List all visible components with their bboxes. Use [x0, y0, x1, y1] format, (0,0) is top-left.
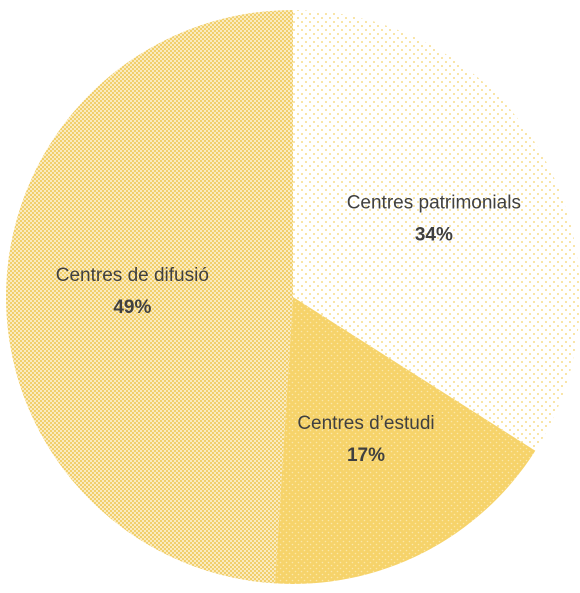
- slice-value: 49%: [113, 297, 151, 318]
- slice-label: Centres de difusió: [56, 265, 209, 286]
- slice-value: 34%: [415, 225, 453, 246]
- pie-slice: [6, 10, 293, 584]
- slice-value: 17%: [347, 445, 385, 466]
- slice-label: Centres d’estudi: [297, 413, 434, 434]
- pie-slice: [274, 297, 536, 584]
- pie-slice: [293, 10, 580, 451]
- slice-label: Centres patrimonials: [347, 193, 521, 214]
